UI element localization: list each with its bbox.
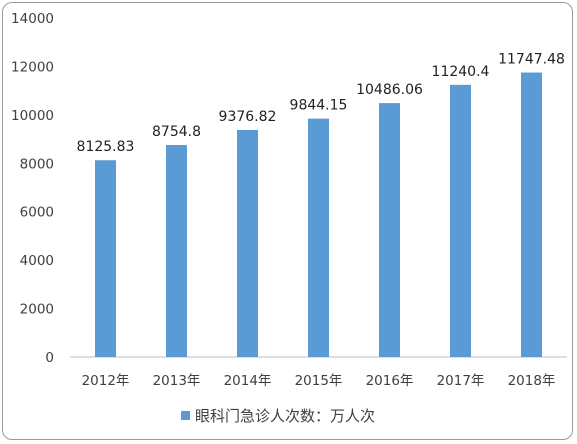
bar — [450, 84, 471, 357]
y-tick-label: 14000 — [11, 11, 54, 27]
data-label: 9376.82 — [219, 109, 277, 125]
bar — [308, 118, 329, 357]
y-axis: 0 2000 4000 6000 8000 10000 12000 14000 — [11, 11, 54, 366]
data-label: 11240.4 — [432, 64, 490, 80]
bar — [95, 160, 116, 357]
legend-label: 眼科门急诊人次数：万人次 — [195, 407, 375, 425]
y-tick-label: 10000 — [11, 108, 54, 124]
bars — [95, 72, 542, 358]
y-tick-label: 6000 — [20, 205, 54, 221]
bar — [166, 145, 187, 357]
bar — [521, 72, 542, 358]
x-tick-label: 2012年 — [82, 373, 130, 389]
y-tick-label: 2000 — [20, 302, 54, 318]
x-tick-label: 2014年 — [224, 373, 272, 389]
y-tick-label: 4000 — [20, 253, 54, 269]
x-tick-label: 2017年 — [437, 373, 485, 389]
data-labels: 8125.83 8754.8 9376.82 9844.15 10486.06 11240… — [77, 52, 565, 156]
y-tick-label: 8000 — [20, 156, 54, 172]
data-label: 11747.48 — [498, 52, 565, 68]
x-tick-label: 2016年 — [366, 373, 414, 389]
data-label: 9844.15 — [290, 98, 348, 114]
data-label: 8125.83 — [77, 139, 135, 155]
y-tick-label: 12000 — [11, 59, 54, 75]
x-axis: 2012年 2013年 2014年 2015年 2016年 2017年 2018年 — [82, 373, 556, 389]
x-tick-label: 2013年 — [153, 373, 201, 389]
legend: 眼科门急诊人次数：万人次 — [181, 407, 375, 425]
data-label: 10486.06 — [356, 82, 423, 98]
y-tick-label: 0 — [45, 350, 54, 366]
data-label: 8754.8 — [152, 124, 201, 140]
x-tick-label: 2015年 — [295, 373, 343, 389]
bar — [237, 129, 258, 357]
x-tick-label: 2018年 — [508, 373, 556, 389]
legend-swatch — [181, 411, 190, 420]
bar — [379, 103, 400, 357]
